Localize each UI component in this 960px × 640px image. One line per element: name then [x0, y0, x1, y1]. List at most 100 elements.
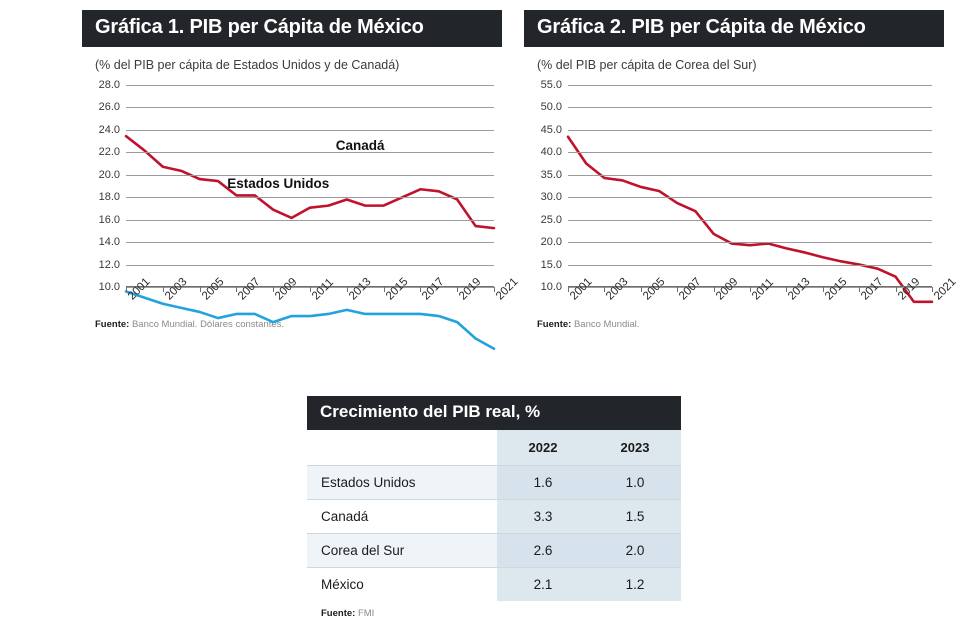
- x-axis-tick-mark: [420, 287, 422, 292]
- x-axis-tick-mark: [604, 287, 606, 292]
- table-header-row: 2022 2023: [307, 430, 681, 466]
- gridline: [126, 242, 494, 244]
- plot-area-grafica-1: Canadá Estados Unidos 28.0 26.0 24.0 22.0 20…: [99, 79, 521, 287]
- y-axis-tick-label: 35.0: [540, 168, 562, 181]
- x-axis-line-grafica-1: [126, 286, 494, 287]
- table-row: Canadá 3.3 1.5: [307, 499, 681, 534]
- y-axis-tick-label: 14.0: [98, 236, 120, 249]
- gridline: [126, 85, 494, 86]
- gridline: [568, 264, 932, 266]
- x-axis-tick-label: 2021: [932, 275, 959, 303]
- x-axis-tick-mark: [162, 287, 164, 292]
- x-axis-tick-label: 2021: [494, 275, 521, 303]
- table-row: Estados Unidos 1.6 1.0: [307, 465, 681, 500]
- chart-title-grafica-2: Gráfica 2. PIB per Cápita de México: [524, 10, 944, 47]
- gridline: [568, 129, 932, 131]
- source-text: Banco Mundial.: [571, 319, 640, 330]
- x-axis-tick-mark: [273, 287, 275, 292]
- series-line-estados-unidos: [126, 291, 494, 348]
- table-cell-country: México: [307, 567, 497, 601]
- gridline: [568, 152, 932, 154]
- table-col-header-2023: 2023: [589, 430, 681, 466]
- gridline: [126, 129, 494, 131]
- gridline: [568, 107, 932, 109]
- chart-panel-grafica-2: Gráfica 2. PIB per Cápita de México (% d…: [524, 10, 959, 330]
- table-cell-2023: 1.5: [589, 499, 681, 534]
- series-label-estados-unidos: Estados Unidos: [227, 175, 330, 191]
- series-lines-grafica-2: [568, 85, 932, 449]
- plot-wrap-grafica-1: Canadá Estados Unidos 28.0 26.0 24.0 22.0 20…: [82, 78, 521, 313]
- gridline: [568, 242, 932, 244]
- growth-table-block: Crecimiento del PIB real, % 2022 2023 Es…: [307, 396, 681, 619]
- source-label: Fuente:: [537, 319, 572, 330]
- source-note-grafica-1: Fuente: Banco Mundial. Dólares constante…: [95, 319, 502, 330]
- table-col-header-2022: 2022: [497, 430, 589, 466]
- series-line-canadá: [126, 136, 494, 228]
- gridline: [126, 197, 494, 199]
- y-axis-tick-label: 20.0: [540, 236, 562, 249]
- x-axis-tick-mark: [346, 287, 348, 292]
- x-axis-tick-mark: [895, 287, 897, 292]
- y-axis-tick-label: 16.0: [98, 213, 120, 226]
- table-cell-2022: 3.3: [497, 499, 589, 534]
- y-axis-tick-label: 25.0: [540, 213, 562, 226]
- table-cell-2022: 2.6: [497, 533, 589, 568]
- y-axis-tick-label: 24.0: [98, 123, 120, 136]
- gridline: [126, 174, 494, 176]
- source-label: Fuente:: [95, 319, 130, 330]
- y-axis-tick-label: 40.0: [540, 146, 562, 159]
- y-axis-tick-label: 45.0: [540, 123, 562, 136]
- x-axis-tick-mark: [677, 287, 679, 292]
- chart-subtitle-grafica-1: (% del PIB per cápita de Estados Unidos …: [95, 58, 400, 72]
- charts-row: Gráfica 1. PIB per Cápita de México (% d…: [82, 10, 959, 330]
- table-row: México 2.1 1.2: [307, 567, 681, 601]
- y-axis-tick-label: 26.0: [98, 101, 120, 114]
- x-axis-line-grafica-2: [568, 286, 932, 287]
- y-axis-tick-label: 22.0: [98, 146, 120, 159]
- x-axis-tick-mark: [457, 287, 459, 292]
- y-axis-tick-label: 50.0: [540, 101, 562, 114]
- table-cell-2023: 2.0: [589, 533, 681, 568]
- plot-area-grafica-2: 55.0 50.0 45.0 40.0 35.0 30.0 25.0 20.0 15.0 10.0…: [541, 79, 959, 287]
- table-cell-2022: 2.1: [497, 567, 589, 601]
- x-axis-tick-mark: [236, 287, 238, 292]
- x-axis-tick-mark: [859, 287, 861, 292]
- table-col-header-name: [307, 430, 497, 466]
- table-cell-2023: 1.2: [589, 567, 681, 601]
- x-axis-tick-mark: [199, 287, 201, 292]
- x-axis-tick-mark: [750, 287, 751, 292]
- plot-wrap-grafica-2: 55.0 50.0 45.0 40.0 35.0 30.0 25.0 20.0 15.0 10.0…: [524, 78, 959, 313]
- source-note-table: Fuente: FMI: [321, 608, 681, 619]
- table-body: Estados Unidos 1.6 1.0 Canadá 3.3 1.5 Co…: [307, 465, 681, 601]
- growth-table: 2022 2023 Estados Unidos 1.6 1.0 Canadá …: [307, 430, 681, 601]
- table-cell-country: Corea del Sur: [307, 533, 497, 568]
- x-axis-tick-mark: [494, 287, 495, 292]
- chart-panel-grafica-1: Gráfica 1. PIB per Cápita de México (% d…: [82, 10, 521, 330]
- table-cell-country: Estados Unidos: [307, 465, 497, 500]
- y-axis-tick-label: 55.0: [540, 79, 562, 91]
- y-axis-tick-label: 15.0: [540, 258, 562, 271]
- source-note-grafica-2: Fuente: Banco Mundial.: [537, 319, 944, 330]
- table-cell-2022: 1.6: [497, 465, 589, 500]
- gridline: [126, 219, 494, 221]
- y-axis-tick-label: 20.0: [98, 168, 120, 181]
- y-axis-tick-label: 10.0: [98, 281, 120, 293]
- chart-subtitle-grafica-2: (% del PIB per cápita de Corea del Sur): [537, 58, 757, 72]
- series-line-méxico: [568, 137, 932, 302]
- x-axis-tick-mark: [383, 287, 385, 292]
- gridline: [568, 219, 932, 221]
- gridline: [568, 197, 932, 199]
- x-axis-tick-mark: [932, 287, 933, 292]
- x-axis-tick-mark: [713, 287, 715, 292]
- y-axis-tick-label: 28.0: [98, 79, 120, 91]
- gridline: [126, 264, 494, 266]
- gridline: [568, 174, 932, 176]
- table-cell-country: Canadá: [307, 499, 497, 534]
- series-label-canada: Canadá: [335, 137, 385, 153]
- x-axis-tick-mark: [786, 287, 788, 292]
- gridline: [568, 85, 932, 86]
- source-text: Banco Mundial. Dólares constantes.: [129, 319, 285, 330]
- y-axis-tick-label: 18.0: [98, 191, 120, 204]
- gridline: [126, 107, 494, 109]
- chart-title-grafica-1: Gráfica 1. PIB per Cápita de México: [82, 10, 502, 47]
